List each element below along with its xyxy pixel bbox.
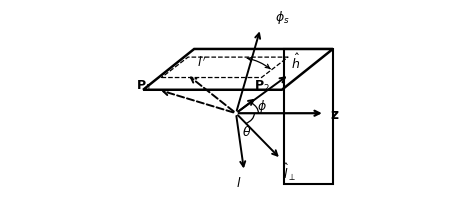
Text: $\phi$: $\phi$ [257,98,267,115]
Text: $\hat{h}$: $\hat{h}$ [291,53,300,72]
Text: $\phi_s$: $\phi_s$ [275,9,289,26]
Text: $l$: $l$ [236,176,241,191]
Text: $\mathbf{P}_1$: $\mathbf{P}_1$ [137,79,152,94]
Text: $\hat{l}_\perp$: $\hat{l}_\perp$ [283,162,296,183]
Text: $\theta$: $\theta$ [242,125,252,140]
Text: $\mathbf{z}$: $\mathbf{z}$ [330,108,339,122]
Text: $\mathbf{P}_2$: $\mathbf{P}_2$ [255,79,270,94]
Text: $l\,'$: $l\,'$ [197,55,207,70]
